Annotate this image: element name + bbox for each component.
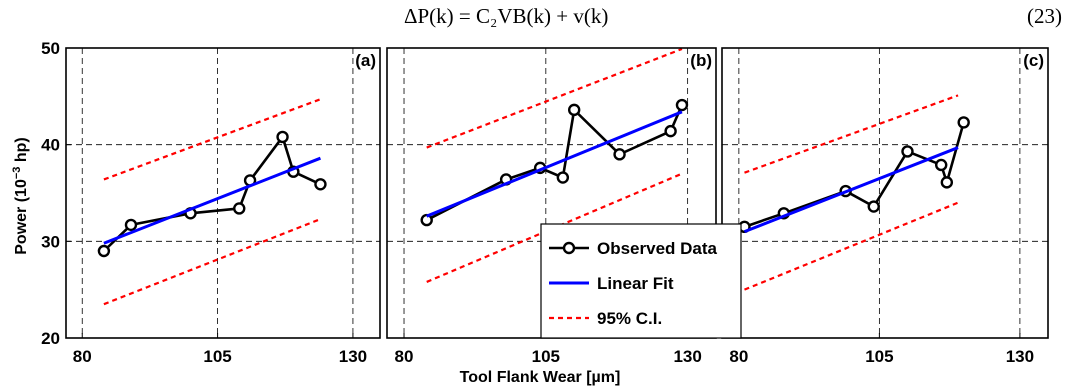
equation-text: ΔP(k) = C₂VB(k) + v(k) (404, 4, 609, 28)
data-point (957, 116, 970, 129)
y-tick-label: 30 (41, 232, 60, 251)
series-line (744, 201, 959, 291)
legend-marker (562, 241, 576, 255)
panel-a: 80 105 130 20 30 40 50 (a) (41, 39, 381, 366)
panel-label: (a) (355, 51, 376, 70)
x-tick-label: 130 (673, 347, 701, 366)
x-tick-label: 80 (729, 347, 748, 366)
data-point (567, 103, 581, 117)
equation-row: ΔP(k) = C₂VB(k) + v(k) (23) (0, 0, 1084, 36)
equation-number: (23) (1027, 4, 1062, 28)
y-tick-label: 20 (41, 329, 60, 348)
legend-label: Observed Data (597, 239, 718, 258)
series-line (744, 122, 965, 229)
x-tick-label: 105 (532, 347, 560, 366)
panel-label: (b) (690, 51, 712, 70)
y-tick-label: 40 (41, 136, 60, 155)
series-line (426, 47, 683, 149)
panels: 80 105 130 20 30 40 50 (a) 80 105 130 (b) 80 105 130 (c… (41, 39, 1049, 366)
panel-c: 80 105 130 (c) (721, 47, 1049, 366)
panel-label: (c) (1023, 51, 1044, 70)
x-tick-label: 80 (73, 347, 92, 366)
data-point (556, 171, 570, 184)
series-line (743, 146, 959, 234)
data-point (940, 176, 954, 189)
series-line (103, 218, 321, 306)
data-point (314, 178, 327, 191)
axes-frame (721, 47, 1049, 339)
series-line (426, 110, 683, 218)
x-axis-label: Tool Flank Wear [µm] (460, 369, 621, 386)
series-line (103, 98, 321, 181)
data-point (276, 130, 289, 144)
legend-box (540, 223, 742, 339)
data-point (97, 244, 111, 258)
legend-label: 95% C.I. (597, 309, 662, 328)
figure: Power (10−3 hp) Tool Flank Wear [µm] 80 1… (11, 39, 1049, 386)
x-tick-label: 105 (203, 347, 231, 366)
data-point (420, 213, 433, 227)
data-point (613, 148, 626, 161)
data-point (664, 124, 677, 138)
x-tick-label: 105 (865, 347, 893, 366)
legend: Observed Data Linear Fit 95% C.I. (540, 223, 742, 339)
series-line (102, 135, 321, 252)
panel-b: 80 105 130 (b) (386, 47, 717, 366)
data-point (233, 202, 246, 215)
data-point (867, 200, 880, 213)
series-line (744, 94, 959, 174)
data-point (901, 145, 914, 158)
x-tick-label: 130 (339, 347, 367, 366)
x-tick-label: 80 (395, 347, 414, 366)
series-line (103, 156, 321, 245)
x-tick-label: 130 (1006, 347, 1034, 366)
y-axis-label: Power (10−3 hp) (11, 137, 30, 254)
legend-label: Linear Fit (597, 274, 674, 293)
y-tick-label: 50 (41, 39, 60, 58)
data-point (935, 158, 948, 172)
axes-frame (65, 47, 381, 339)
data-point (124, 218, 138, 232)
data-point (675, 98, 689, 112)
